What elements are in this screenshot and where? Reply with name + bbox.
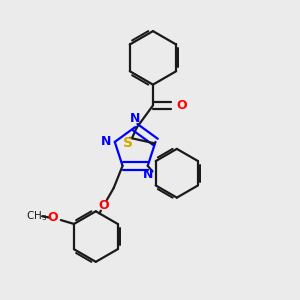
Text: N: N: [130, 112, 140, 125]
Text: O: O: [48, 211, 58, 224]
Text: CH$_3$: CH$_3$: [26, 209, 48, 223]
Text: N: N: [101, 135, 112, 148]
Text: N: N: [143, 168, 154, 181]
Text: O: O: [98, 199, 109, 212]
Text: S: S: [123, 136, 133, 150]
Text: O: O: [176, 99, 187, 112]
